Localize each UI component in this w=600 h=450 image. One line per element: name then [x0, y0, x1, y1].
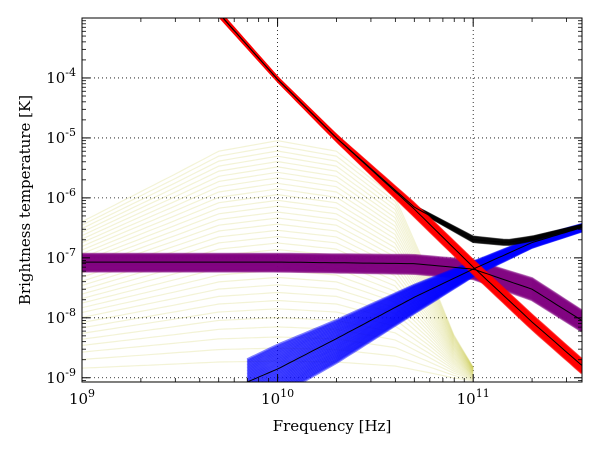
- x-tick-label: 109: [69, 387, 95, 408]
- series-curve: [82, 166, 474, 370]
- y-tick-label: 10-4: [46, 66, 76, 87]
- y-axis-label: Brightness temperature [K]: [16, 95, 34, 305]
- series-curve: [246, 223, 582, 362]
- median-line-3: [222, 18, 582, 243]
- plot-frame: [81, 17, 583, 383]
- series-curve: [82, 308, 474, 379]
- series-curve: [82, 326, 474, 380]
- series-curve: [82, 336, 474, 380]
- y-tick-label: 10-7: [46, 246, 76, 267]
- series-curve: [82, 160, 474, 369]
- x-axis-label: Frequency [Hz]: [273, 417, 392, 435]
- series-curve: [82, 217, 474, 373]
- y-tick-label: 10-6: [46, 186, 76, 207]
- y-tick-label: 10-9: [46, 366, 76, 387]
- series-curve: [82, 316, 474, 379]
- y-tick-label: 10-5: [46, 126, 76, 147]
- series-curve: [82, 155, 474, 369]
- tick-marks: [81, 18, 582, 382]
- tick-labels: 109 1010 1011 10-9 10-8 10-7 10-6 10-5 10-4: [46, 66, 490, 408]
- median-line-2: [82, 261, 582, 322]
- series-curve: [82, 177, 474, 370]
- series-curve: [82, 291, 474, 378]
- series-curve: [82, 252, 582, 313]
- series-curve: [82, 171, 474, 370]
- series-curve: [82, 284, 474, 377]
- series-curve: [82, 150, 474, 369]
- series-curve: [82, 299, 474, 378]
- series-curve: [82, 145, 474, 368]
- series-curve: [82, 140, 474, 368]
- fit-lines-layer: [82, 18, 582, 382]
- series-curve: [222, 18, 582, 361]
- y-tick-label: 10-8: [46, 306, 76, 327]
- x-tick-label: 1010: [261, 387, 294, 408]
- median-line-1: [247, 227, 582, 382]
- x-tick-label: 1011: [457, 387, 490, 408]
